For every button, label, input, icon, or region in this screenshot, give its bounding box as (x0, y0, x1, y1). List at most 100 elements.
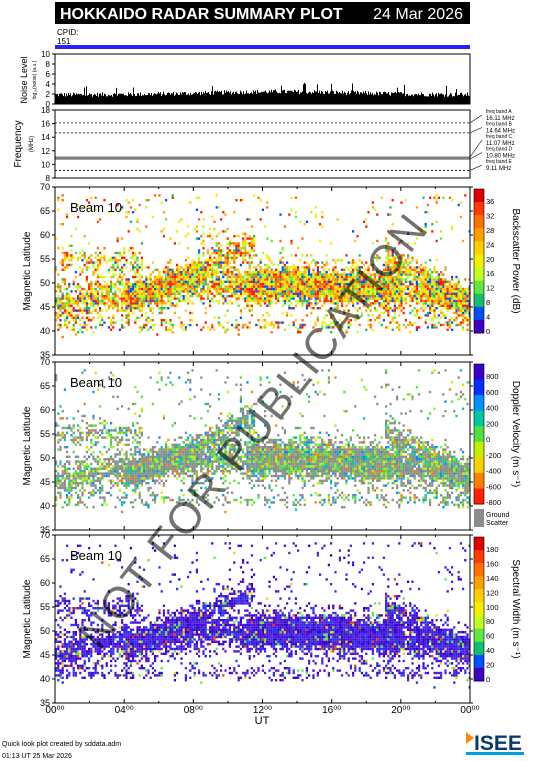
latitude-tick-label: 50 (40, 453, 50, 463)
frequency-band-name: freq band D (486, 147, 513, 153)
frequency-tick-label: 8 (46, 174, 51, 183)
colorbar-label: Backscatter Power (dB) (510, 208, 521, 313)
colorbar-tick-label: 36 (486, 197, 494, 206)
latitude-tick-label: 65 (40, 206, 50, 216)
latitude-tick-label: 40 (40, 501, 50, 511)
colorbar-swatch (474, 550, 484, 564)
footer-timestamp: 01:13 UT 25 Mar 2026 (2, 753, 72, 760)
noise-tick-label: 6 (46, 70, 51, 79)
frequency-unit: (MHz) (29, 136, 35, 152)
colorbar-swatch (474, 426, 484, 443)
time-tick-label: 20⁰⁰ (391, 705, 410, 716)
scatter-cells (55, 194, 470, 339)
frequency-band-value: 11.07 MHz (486, 141, 515, 147)
time-tick-label: 04⁰⁰ (115, 705, 134, 716)
colorbar-swatch (474, 241, 484, 255)
velocity-panel: 70 65 60 55 50 45 40 35 Beam 10 Magnetic Latitude… (22, 357, 521, 535)
colorbar-swatch (474, 488, 484, 505)
colorbar-tick-label: 120 (486, 588, 499, 597)
colorbar-tick-label: 0 (486, 435, 490, 444)
latitude-tick-label: 70 (40, 530, 50, 540)
colorbar-tick-label: 600 (486, 388, 499, 397)
colorbar-tick-label: 8 (486, 298, 490, 307)
beam-label: Beam 10 (70, 375, 122, 390)
colorbar-swatch (474, 563, 484, 577)
colorbar-swatch (474, 293, 484, 308)
colorbar-swatch (474, 202, 484, 216)
frequency-tick-label: 14 (41, 133, 50, 142)
colorbar-swatch (474, 306, 484, 321)
colorbar-swatch (474, 472, 484, 489)
beam-label: Beam 10 (70, 200, 122, 215)
latitude-tick-label: 70 (40, 182, 50, 192)
colorbar-swatch (474, 280, 484, 295)
latitude-tick-label: 35 (40, 698, 50, 708)
latitude-tick-label: 65 (40, 381, 50, 391)
width-panel: 70 65 60 55 50 45 40 35 Beam 10 Magnetic Latitude… (22, 530, 521, 708)
colorbar-swatch (474, 267, 484, 282)
frequency-band-value: 9.11 MHz (486, 166, 511, 172)
colorbar-swatch (474, 654, 484, 669)
latitude-tick-label: 55 (40, 602, 50, 612)
frequency-band-name: freq band E (486, 159, 513, 165)
scatter-cells (55, 369, 470, 514)
frequency-band-name: freq band C (486, 134, 513, 140)
latitude-tick-label: 55 (40, 254, 50, 264)
colorbar-tick-label: -200 (486, 451, 501, 460)
frequency-tick-label: 18 (41, 106, 50, 115)
frequency-tick-label: 12 (41, 147, 50, 156)
colorbar-tick-label: 24 (486, 240, 494, 249)
frequency-tick-label: 10 (41, 160, 50, 169)
plot-date: 24 Mar 2026 (373, 6, 463, 23)
colorbar-tick-label: 20 (486, 661, 494, 670)
latitude-tick-label: 35 (40, 525, 50, 535)
latitude-tick-label: 40 (40, 326, 50, 336)
noise-tick-label: 2 (46, 90, 51, 99)
frequency-ylabel: Frequency (13, 120, 24, 167)
latitude-axis-label: Magnetic Latitude (22, 406, 33, 485)
x-axis-label: UT (255, 715, 270, 727)
footer-created-by: Quick look plot created by sddata.adm (2, 741, 121, 748)
colorbar-tick-label: 4 (486, 313, 490, 322)
colorbar-tick-label: -600 (486, 482, 501, 491)
colorbar-tick-label: 16 (486, 269, 494, 278)
colorbar-swatch (474, 441, 484, 458)
frequency-tick-label: 16 (41, 120, 50, 129)
colorbar-tick-label: 40 (486, 646, 494, 655)
colorbar-tick-label: 180 (486, 545, 499, 554)
latitude-tick-label: 35 (40, 350, 50, 360)
colorbar-swatch (474, 602, 484, 617)
colorbar-tick-label: 100 (486, 603, 499, 612)
colorbar-tick-label: 80 (486, 617, 494, 626)
latitude-tick-label: 60 (40, 230, 50, 240)
header-bar (55, 2, 470, 24)
latitude-tick-label: 45 (40, 477, 50, 487)
noise-tick-label: 10 (41, 50, 50, 59)
frequency-band-name: freq band A (486, 109, 512, 115)
colorbar-swatch (474, 641, 484, 656)
plot-title: HOKKAIDO RADAR SUMMARY PLOT (60, 6, 343, 23)
colorbar-swatch (474, 228, 484, 242)
colorbar-tick-label: 32 (486, 211, 494, 220)
time-tick-label: 08⁰⁰ (184, 705, 203, 716)
latitude-tick-label: 50 (40, 278, 50, 288)
colorbar-tick-label: 60 (486, 632, 494, 641)
colorbar-swatch (474, 254, 484, 269)
time-tick-label: 12⁰⁰ (253, 705, 272, 716)
noise-trace (55, 82, 470, 104)
ground-scatter-label: Ground (486, 512, 509, 519)
colorbar-swatch (474, 395, 484, 412)
noise-ylabel: Noise Level (19, 56, 29, 103)
colorbar-tick-label: 140 (486, 574, 499, 583)
colorbar-tick-label: -800 (486, 498, 501, 507)
colorbar-tick-label: 400 (486, 404, 499, 413)
colorbar-tick-label: 20 (486, 255, 494, 264)
colorbar-swatch (474, 667, 484, 682)
colorbar-swatch (474, 576, 484, 590)
latitude-tick-label: 60 (40, 578, 50, 588)
colorbar-swatch (474, 319, 484, 334)
frequency-band-value: 10.80 MHz (486, 154, 515, 160)
latitude-tick-label: 60 (40, 405, 50, 415)
